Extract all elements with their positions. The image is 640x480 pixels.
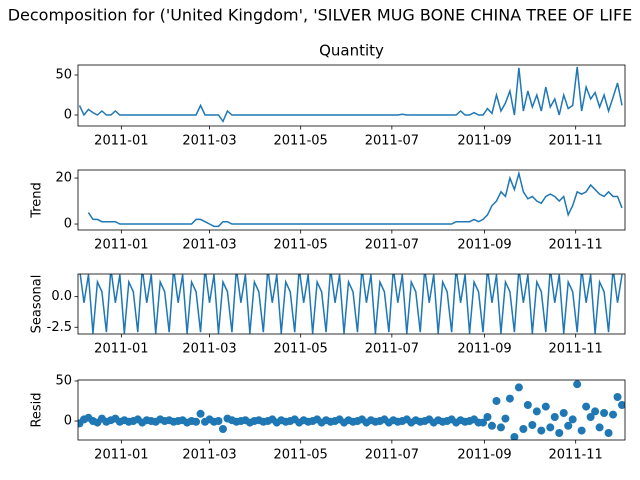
axes-frame bbox=[77, 169, 626, 231]
resid-point bbox=[196, 409, 205, 418]
resid-point bbox=[582, 402, 591, 411]
y-tick-label: 0.0 bbox=[51, 289, 72, 304]
resid-point bbox=[514, 383, 523, 392]
x-tick-label: 2011-03 bbox=[182, 134, 236, 149]
resid-point bbox=[591, 407, 600, 416]
plot-area bbox=[87, 170, 623, 228]
resid-point bbox=[483, 413, 492, 421]
x-tick-label: 2011-03 bbox=[182, 448, 236, 463]
resid-point bbox=[586, 413, 595, 421]
resid-point bbox=[528, 421, 537, 429]
y-axis-label: Seasonal bbox=[30, 275, 45, 334]
y-axis-label: Trend bbox=[30, 182, 45, 219]
resid-point bbox=[604, 429, 613, 437]
resid-point bbox=[479, 418, 488, 427]
x-tick-label: 2011-11 bbox=[549, 134, 603, 149]
resid-point bbox=[214, 417, 223, 425]
x-tick-label: 2011-11 bbox=[549, 448, 603, 463]
x-tick-label: 2011-03 bbox=[182, 238, 236, 253]
y-axis-label: Resid bbox=[30, 392, 45, 427]
x-tick-label: 2011-01 bbox=[94, 134, 148, 149]
resid-point bbox=[541, 402, 550, 411]
x-tick-label: 2011-05 bbox=[274, 134, 328, 149]
y-tick-label: -2.5 bbox=[47, 320, 72, 335]
resid-point bbox=[523, 401, 532, 409]
x-tick-label: 2011-07 bbox=[365, 238, 419, 253]
resid-point bbox=[546, 423, 555, 432]
axes-frame bbox=[77, 64, 626, 127]
x-tick-label: 2011-01 bbox=[94, 448, 148, 463]
x-tick-label: 2011-09 bbox=[457, 238, 511, 253]
x-tick-label: 2011-09 bbox=[457, 134, 511, 149]
resid-point bbox=[505, 394, 514, 403]
x-tick-label: 2011-07 bbox=[365, 448, 419, 463]
resid-point bbox=[492, 397, 501, 405]
resid-point bbox=[501, 414, 510, 423]
resid-point bbox=[555, 429, 564, 437]
x-tick-label: 2011-07 bbox=[365, 134, 419, 149]
x-tick-label: 2011-11 bbox=[549, 342, 603, 357]
x-tick-label: 2011-03 bbox=[182, 342, 236, 357]
resid-point bbox=[218, 425, 227, 433]
resid-point bbox=[519, 425, 528, 433]
resid-point bbox=[595, 423, 604, 432]
axes-frame bbox=[77, 379, 626, 441]
x-tick-label: 2011-09 bbox=[457, 342, 511, 357]
resid-point bbox=[600, 409, 609, 417]
resid-point bbox=[618, 401, 625, 409]
x-tick-label: 2011-05 bbox=[274, 342, 328, 357]
resid-point bbox=[192, 417, 201, 426]
resid-point bbox=[550, 413, 559, 421]
x-tick-label: 2011-05 bbox=[274, 448, 328, 463]
series-line bbox=[79, 274, 623, 334]
panel-title: Quantity bbox=[319, 42, 384, 60]
resid-point bbox=[496, 423, 505, 432]
y-tick-label: 20 bbox=[55, 171, 72, 186]
resid-point bbox=[573, 380, 582, 389]
resid-point bbox=[577, 426, 586, 435]
plot-area bbox=[78, 66, 623, 123]
resid-point bbox=[487, 421, 496, 430]
x-tick-label: 2011-07 bbox=[365, 342, 419, 357]
x-tick-label: 2011-09 bbox=[457, 448, 511, 463]
series-line bbox=[78, 66, 623, 123]
y-tick-label: 0 bbox=[64, 108, 72, 123]
resid-point bbox=[559, 409, 568, 417]
resid-point bbox=[609, 410, 618, 419]
resid-point bbox=[537, 426, 546, 435]
resid-point bbox=[564, 421, 573, 430]
y-tick-label: 50 bbox=[55, 374, 72, 389]
plot-area bbox=[79, 274, 623, 334]
resid-point bbox=[510, 433, 519, 440]
resid-point bbox=[568, 415, 577, 424]
chart-title: Decomposition for ('United Kingdom', 'SI… bbox=[8, 6, 633, 25]
x-tick-label: 2011-11 bbox=[549, 238, 603, 253]
x-tick-label: 2011-01 bbox=[94, 342, 148, 357]
y-tick-label: 0 bbox=[64, 414, 72, 429]
resid-point bbox=[613, 393, 622, 401]
resid-point bbox=[532, 407, 541, 416]
axes-frame bbox=[77, 273, 626, 335]
y-tick-label: 0 bbox=[64, 217, 72, 232]
x-tick-label: 2011-05 bbox=[274, 238, 328, 253]
y-tick-label: 50 bbox=[55, 68, 72, 83]
series-line bbox=[87, 170, 623, 228]
plot-area bbox=[78, 380, 625, 440]
x-tick-label: 2011-01 bbox=[94, 238, 148, 253]
